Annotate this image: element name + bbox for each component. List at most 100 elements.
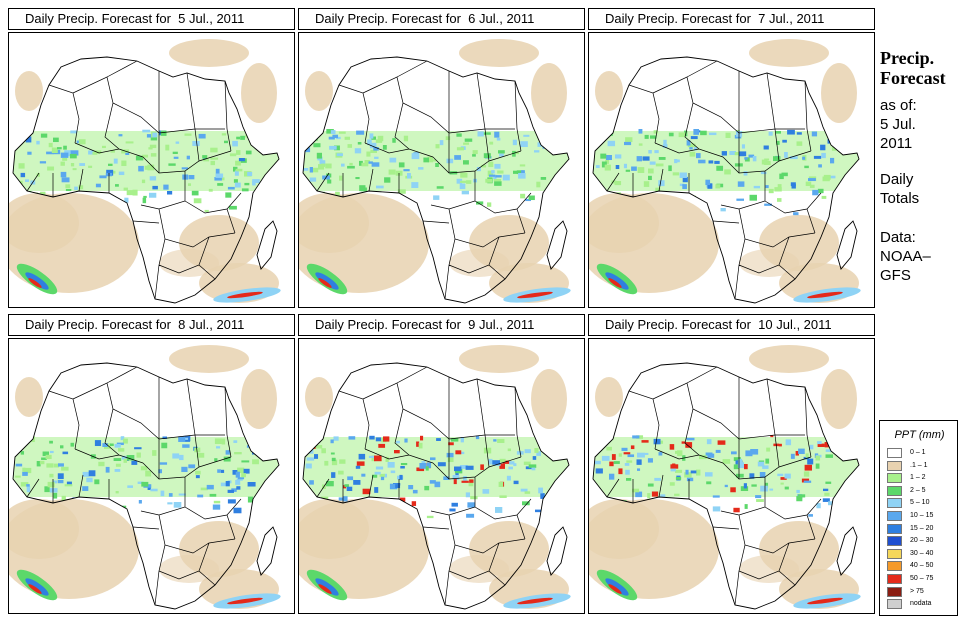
precip-cell xyxy=(778,443,782,447)
precip-cell xyxy=(378,443,386,448)
precip-cell xyxy=(686,477,694,482)
precip-cell xyxy=(434,481,441,488)
precip-cell xyxy=(459,465,468,469)
precip-cell xyxy=(787,129,795,135)
precip-cell xyxy=(195,475,200,479)
precip-cell xyxy=(314,445,323,449)
precip-cell xyxy=(22,467,26,472)
precip-cell xyxy=(805,181,812,187)
precip-cell xyxy=(181,167,189,170)
precip-cell xyxy=(374,471,381,475)
precip-cell xyxy=(24,467,32,474)
precip-cell xyxy=(228,205,237,210)
precip-cell xyxy=(70,163,75,167)
precip-cell xyxy=(202,155,208,159)
precip-cell xyxy=(375,139,383,143)
storm-cell xyxy=(318,584,332,594)
precip-cell xyxy=(20,482,29,487)
precip-cell xyxy=(828,175,836,179)
precip-cell xyxy=(400,466,405,469)
precip-cell xyxy=(380,475,385,481)
precip-cell xyxy=(412,489,418,494)
forecast-panel-4: Daily Precip. Forecast for 8 Jul., 2011 xyxy=(8,314,295,614)
dry-area xyxy=(9,499,79,559)
precip-cell xyxy=(147,164,155,171)
dry-area xyxy=(739,249,799,277)
legend-swatch xyxy=(887,536,902,547)
precip-cell xyxy=(241,188,249,192)
coastline xyxy=(12,56,280,304)
legend-label: 10 – 15 xyxy=(910,512,934,519)
precip-cell xyxy=(118,448,125,452)
precip-cell xyxy=(705,179,711,186)
precip-cell xyxy=(78,185,84,190)
precip-cell xyxy=(106,169,114,176)
precip-cell xyxy=(61,495,66,501)
precip-cell xyxy=(79,163,86,166)
dry-area xyxy=(9,193,79,253)
precip-cell xyxy=(446,158,454,164)
precip-cell xyxy=(456,133,462,137)
precip-cell xyxy=(114,444,121,448)
precip-cell xyxy=(113,458,122,462)
precip-cell xyxy=(331,457,336,462)
precip-cell xyxy=(437,462,446,467)
precip-cell xyxy=(122,438,128,444)
precip-cell xyxy=(483,132,491,135)
precip-cell xyxy=(370,149,377,153)
precip-cell xyxy=(717,440,726,445)
precip-cell xyxy=(331,459,338,466)
precip-cell xyxy=(662,144,668,148)
precip-cell xyxy=(138,500,142,504)
precip-cell xyxy=(198,133,206,139)
precip-cell xyxy=(411,182,419,188)
precip-cell xyxy=(744,464,748,470)
precip-cell xyxy=(248,132,253,137)
precip-cell xyxy=(426,515,434,519)
precip-cell xyxy=(150,153,157,157)
precip-cell xyxy=(88,150,95,155)
precip-cell xyxy=(240,135,245,140)
precip-cell xyxy=(26,486,31,493)
precip-cell xyxy=(223,456,231,462)
precip-cell xyxy=(140,466,148,471)
precip-cell xyxy=(60,445,64,449)
legend-item: > 75 xyxy=(887,586,957,598)
precip-cell xyxy=(764,158,770,161)
precip-cell xyxy=(49,473,54,478)
precip-cell xyxy=(636,435,644,439)
precip-cell xyxy=(427,462,432,468)
precip-cell xyxy=(355,177,360,180)
precip-band xyxy=(303,131,569,191)
precip-cell xyxy=(454,155,462,160)
precip-cell xyxy=(49,488,58,493)
precip-cell xyxy=(20,451,25,455)
precip-cell xyxy=(137,481,144,484)
precip-cell xyxy=(618,468,623,475)
precip-cell xyxy=(424,485,430,491)
legend-item: 0 – 1 xyxy=(887,448,957,459)
precip-cell xyxy=(358,453,366,460)
precip-cell xyxy=(373,147,379,151)
precip-cell xyxy=(468,482,474,487)
legend-swatch xyxy=(887,574,902,584)
precip-cell xyxy=(356,130,365,135)
precip-cell xyxy=(115,184,119,187)
precip-cell xyxy=(538,134,545,137)
precip-cell xyxy=(14,438,23,443)
precip-cell xyxy=(675,159,680,163)
precip-cell xyxy=(25,179,30,182)
precip-cell xyxy=(766,447,771,452)
precip-cell xyxy=(144,165,151,170)
precip-cell xyxy=(397,189,406,194)
dry-area xyxy=(459,39,539,67)
precip-cell xyxy=(232,470,238,475)
precip-cell xyxy=(502,174,510,181)
precip-cell xyxy=(173,502,182,508)
precip-cell xyxy=(637,167,645,174)
precip-cell xyxy=(626,478,632,481)
precip-cell xyxy=(44,486,50,493)
precip-cell xyxy=(760,485,768,492)
precip-cell xyxy=(737,462,744,469)
precip-cell xyxy=(492,460,500,465)
